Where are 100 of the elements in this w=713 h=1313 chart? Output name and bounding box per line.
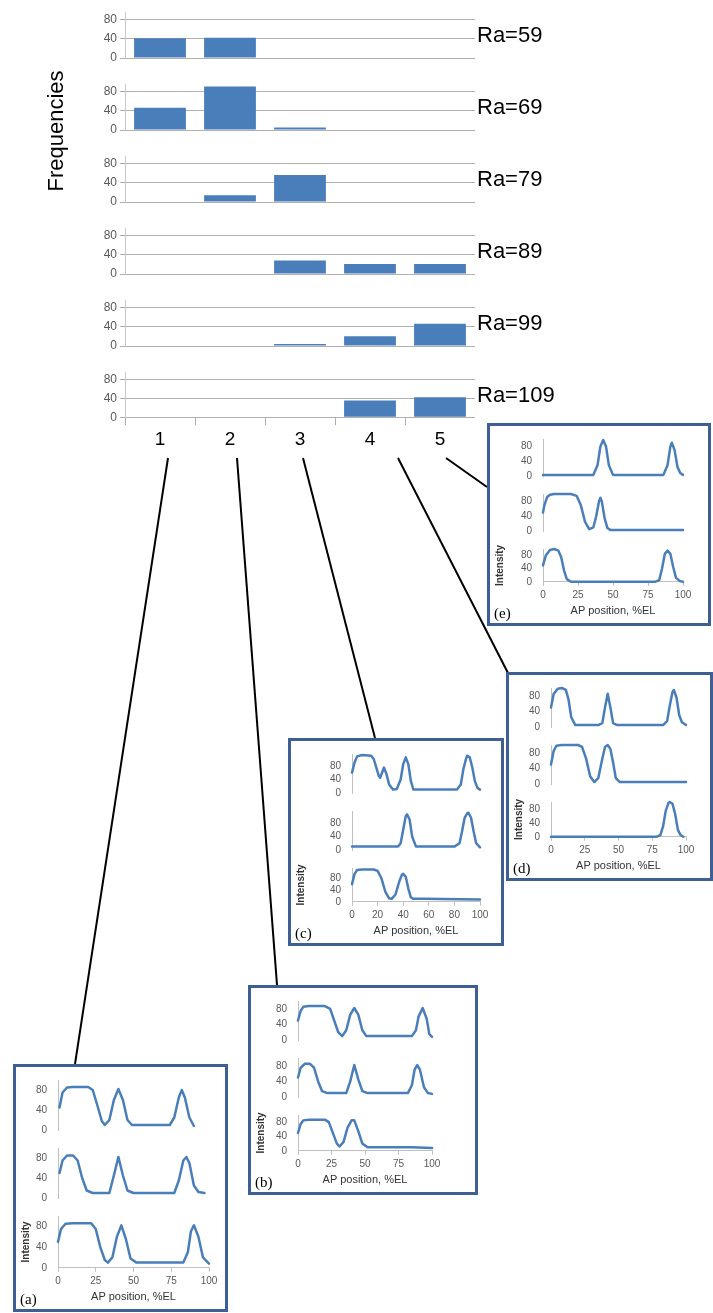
chart-title: Ra=109 bbox=[477, 381, 555, 408]
x-tick-label: 3 bbox=[294, 427, 306, 449]
text: Ra=99 bbox=[477, 310, 543, 337]
y-tick-label: 0 bbox=[110, 122, 118, 137]
y-tick-label: 0 bbox=[534, 830, 541, 842]
y-tick-label: 40 bbox=[103, 319, 118, 334]
text: Ra=69 bbox=[477, 94, 543, 121]
y-tick-label: 80 bbox=[103, 371, 118, 386]
y-tick-label: 40 bbox=[35, 1240, 48, 1252]
panel-frame: 0 40 80 0 40 80 AP position, %EL Intensity 0 25 50 75 100 0 40 80 (e) bbox=[487, 423, 711, 626]
text: (d) bbox=[513, 860, 531, 877]
y-axis-title: Intensity bbox=[254, 1111, 266, 1154]
x-tick-label: 25 bbox=[325, 1157, 338, 1169]
y-tick-label: 80 bbox=[275, 1059, 288, 1071]
x-tick-label: 100 bbox=[423, 1157, 441, 1169]
x-tick-label: 75 bbox=[646, 843, 659, 855]
y-tick-label: 40 bbox=[528, 816, 541, 828]
text: Ra=59 bbox=[477, 22, 543, 49]
y-tick-label: 0 bbox=[41, 1191, 48, 1203]
y-tick-label: 40 bbox=[528, 705, 541, 717]
text: Ra=79 bbox=[477, 166, 543, 193]
y-tick-label: 80 bbox=[528, 689, 541, 701]
y-tick-label: 0 bbox=[110, 266, 118, 281]
y-axis-title: Intensity bbox=[294, 863, 306, 906]
y-tick-label: 80 bbox=[329, 759, 342, 771]
text: (e) bbox=[494, 605, 511, 622]
y-tick-label: 0 bbox=[41, 1261, 48, 1273]
y-tick-label: 0 bbox=[335, 895, 342, 907]
y-tick-label: 80 bbox=[275, 1002, 288, 1014]
y-tick-label: 0 bbox=[110, 409, 118, 424]
x-tick-label: 1 bbox=[154, 427, 166, 449]
x-tick-label: 50 bbox=[612, 843, 625, 855]
y-tick-label: 80 bbox=[103, 155, 118, 170]
text: (c) bbox=[295, 925, 312, 942]
x-tick-label: 0 bbox=[295, 1157, 302, 1169]
y-tick-label: 0 bbox=[110, 338, 118, 353]
y-tick-label: 40 bbox=[275, 1018, 288, 1030]
y-tick-label: 40 bbox=[103, 390, 118, 405]
y-tick-label: 40 bbox=[329, 883, 342, 895]
y-axis-title: Intensity bbox=[493, 544, 505, 586]
y-tick-label: 40 bbox=[528, 762, 541, 774]
x-tick-label: 25 bbox=[579, 843, 591, 855]
x-axis-title: AP position, %EL bbox=[322, 1173, 408, 1186]
y-tick-label: 80 bbox=[329, 872, 342, 884]
x-tick-label: 75 bbox=[642, 588, 654, 600]
x-tick-label: 0 bbox=[55, 1274, 62, 1286]
y-tick-label: 0 bbox=[41, 1123, 48, 1135]
x-tick-label: 0 bbox=[548, 843, 555, 855]
x-tick-label: 2 bbox=[224, 427, 236, 449]
y-tick-label: 80 bbox=[520, 495, 533, 507]
x-tick-label: 100 bbox=[200, 1274, 218, 1286]
text: Ra=89 bbox=[477, 238, 543, 265]
x-tick-label: 60 bbox=[423, 908, 435, 920]
y-axis-title: Intensity bbox=[512, 798, 524, 840]
y-tick-label: 40 bbox=[35, 1103, 48, 1115]
y-tick-label: 0 bbox=[534, 777, 541, 789]
y-tick-label: 80 bbox=[35, 1083, 48, 1095]
y-tick-label: 40 bbox=[275, 1130, 288, 1142]
x-tick-label: 50 bbox=[607, 588, 619, 600]
text: (b) bbox=[255, 1174, 273, 1191]
x-tick-label: 0 bbox=[349, 908, 356, 920]
y-tick-label: 40 bbox=[275, 1075, 288, 1087]
bar bbox=[414, 323, 466, 346]
x-axis-title: AP position, %EL bbox=[576, 859, 661, 872]
x-tick-label: 75 bbox=[392, 1157, 405, 1169]
y-tick-label: 0 bbox=[110, 194, 118, 209]
x-tick-label: 4 bbox=[364, 427, 376, 449]
panel-frame: 0 40 80 0 40 80 AP position, %EL Intensity 0 25 50 75 100 0 40 80 (b) bbox=[248, 985, 478, 1195]
y-tick-label: 80 bbox=[329, 816, 342, 828]
y-tick-label: 0 bbox=[335, 786, 342, 798]
y-tick-label: 40 bbox=[520, 562, 533, 574]
bar bbox=[344, 336, 396, 346]
x-tick-label: 25 bbox=[90, 1274, 102, 1286]
x-axis-title: AP position, %EL bbox=[373, 924, 459, 937]
y-tick-label: 80 bbox=[520, 549, 533, 561]
y-tick-label: 40 bbox=[520, 454, 533, 466]
text: (a) bbox=[20, 1291, 37, 1308]
x-tick-label: 75 bbox=[165, 1274, 178, 1286]
x-tick-label: 100 bbox=[471, 908, 489, 920]
x-tick-label: 40 bbox=[397, 908, 410, 920]
y-tick-label: 80 bbox=[528, 802, 541, 814]
y-tick-label: 40 bbox=[329, 830, 342, 842]
y-tick-label: 40 bbox=[520, 509, 533, 521]
y-tick-label: 0 bbox=[534, 720, 541, 732]
x-tick-label: 50 bbox=[127, 1274, 140, 1286]
y-tick-label: 80 bbox=[103, 299, 118, 314]
y-tick-label: 0 bbox=[526, 575, 533, 587]
y-tick-label: 40 bbox=[103, 31, 118, 46]
y-tick-label: 0 bbox=[281, 1090, 288, 1102]
y-tick-label: 40 bbox=[35, 1171, 48, 1183]
x-tick-label: 25 bbox=[572, 588, 584, 600]
bar bbox=[204, 86, 256, 130]
y-axis-title: Intensity bbox=[19, 1220, 31, 1263]
panel-frame: 0 40 80 0 40 80 AP position, %EL Intensity 0 20 40 60 80 100 0 40 80 (c) bbox=[288, 738, 504, 946]
y-tick-label: 80 bbox=[103, 83, 118, 98]
x-tick-label: 80 bbox=[448, 908, 461, 920]
y-tick-label: 80 bbox=[275, 1115, 288, 1127]
x-axis-title: AP position, %EL bbox=[91, 1290, 176, 1303]
y-tick-label: 40 bbox=[329, 773, 342, 785]
y-tick-label: 40 bbox=[103, 103, 118, 118]
